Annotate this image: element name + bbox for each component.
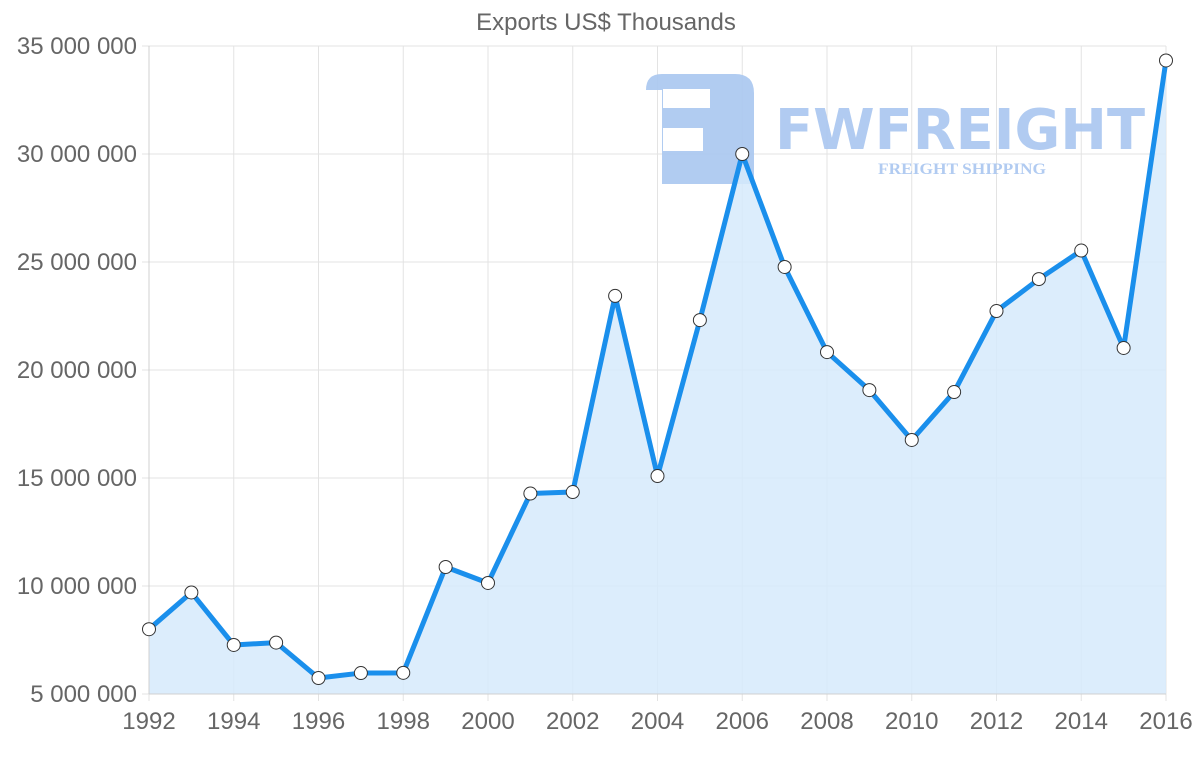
data-point-1997[interactable] — [353, 666, 368, 681]
y-tick-label: 20 000 000 — [17, 357, 137, 384]
x-tick-label: 1998 — [377, 708, 430, 735]
x-tick-label: 2008 — [800, 708, 853, 735]
y-tick-label: 10 000 000 — [17, 573, 137, 600]
data-point-2000[interactable] — [481, 575, 495, 590]
fwfreight-watermark-logo: FWFREIGHT FREIGHT SHIPPING — [646, 74, 1145, 184]
data-point-2015[interactable] — [1116, 340, 1131, 355]
data-point-1992[interactable] — [142, 622, 156, 637]
data-point-2014[interactable] — [1074, 243, 1089, 258]
x-tick-label: 2014 — [1055, 708, 1108, 735]
data-point-2013[interactable] — [1031, 272, 1046, 287]
chart-title: Exports US$ Thousands — [476, 9, 736, 36]
y-tick-label: 30 000 000 — [17, 141, 137, 168]
data-point-2007[interactable] — [777, 259, 792, 274]
watermark-brand-text: FWFREIGHT — [775, 98, 1145, 163]
data-point-2002[interactable] — [565, 485, 580, 500]
x-tick-label: 2002 — [546, 708, 599, 735]
data-point-2008[interactable] — [820, 345, 834, 360]
x-axis-tick-labels: 1992 1994 1996 1998 2000 2002 2004 2006 2008 2010… — [122, 708, 1192, 735]
data-point-2004[interactable] — [650, 469, 665, 484]
data-point-2010[interactable] — [904, 432, 919, 447]
x-tick-label: 1992 — [122, 708, 175, 735]
y-tick-label: 5 000 000 — [30, 681, 137, 708]
data-point-1993[interactable] — [184, 585, 199, 600]
data-point-1996[interactable] — [311, 671, 326, 686]
data-point-1998[interactable] — [396, 665, 411, 680]
data-point-1994[interactable] — [226, 637, 241, 652]
area-fill — [149, 60, 1166, 695]
data-point-2005[interactable] — [692, 313, 707, 328]
y-tick-label: 35 000 000 — [17, 33, 137, 60]
data-point-2001[interactable] — [523, 486, 538, 501]
x-tick-label: 2010 — [885, 708, 938, 735]
x-tick-label: 2012 — [970, 708, 1023, 735]
data-point-2003[interactable] — [608, 288, 623, 303]
data-point-1995[interactable] — [269, 635, 284, 650]
y-tick-label: 15 000 000 — [17, 465, 137, 492]
x-tick-label: 1996 — [292, 708, 345, 735]
data-point-2011[interactable] — [947, 385, 962, 400]
data-points — [142, 53, 1173, 686]
data-point-1999[interactable] — [438, 559, 453, 574]
x-tick-label: 2004 — [631, 708, 684, 735]
y-tick-label: 25 000 000 — [17, 249, 137, 276]
x-tick-label: 2016 — [1139, 708, 1192, 735]
watermark-tagline-text: FREIGHT SHIPPING — [878, 161, 1047, 178]
data-point-2016[interactable] — [1159, 53, 1173, 68]
y-axis-tick-labels: 35 000 000 30 000 000 25 000 000 20 000 000… — [17, 33, 137, 708]
x-tick-label: 2000 — [461, 708, 514, 735]
x-tick-label: 2006 — [716, 708, 769, 735]
fwfreight-logo-icon — [646, 74, 754, 184]
data-point-2009[interactable] — [862, 383, 877, 398]
x-tick-label: 1994 — [207, 708, 260, 735]
data-point-2006[interactable] — [735, 147, 750, 161]
data-point-2012[interactable] — [989, 304, 1004, 319]
